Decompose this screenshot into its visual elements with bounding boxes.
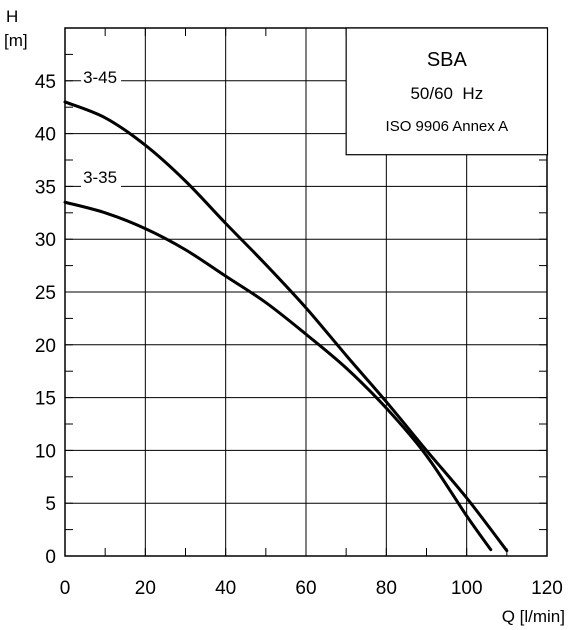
legend-standard: ISO 9906 Annex A — [386, 118, 509, 135]
legend-frequency: 50/60 Hz — [410, 84, 483, 103]
legend-rect — [345, 27, 549, 156]
x-tick-label: 100 — [451, 578, 483, 599]
x-axis-title: Q [l/min] — [502, 607, 565, 626]
x-tick-label: 60 — [295, 578, 316, 599]
tick-labels: 0 20 40 60 80 100 120 0 5 10 15 20 25 30 35 40 45 — [35, 72, 563, 599]
series-label-bg — [81, 67, 122, 87]
x-tick-label: 0 — [60, 578, 71, 599]
series: 3-45 3-35 — [63, 67, 509, 553]
y-tick-label: 10 — [35, 441, 56, 462]
y-tick-label: 20 — [35, 336, 56, 357]
series-label-3-45: 3-45 — [83, 68, 117, 87]
x-tick-label: 120 — [531, 578, 563, 599]
plot-frame — [64, 27, 548, 557]
series-line-3-45 — [63, 100, 509, 553]
legend-box: SBA 50/60 Hz ISO 9906 Annex A — [345, 27, 549, 156]
y-axis-title: H — [6, 7, 18, 26]
y-axis-unit: [m] — [4, 31, 28, 50]
y-tick-label: 45 — [35, 72, 56, 93]
series-label-bg — [81, 168, 122, 188]
y-tick-label: 15 — [35, 389, 56, 410]
y-tick-label: 35 — [35, 177, 56, 198]
x-tick-label: 80 — [376, 578, 397, 599]
y-tick-label: 40 — [35, 125, 56, 146]
x-tick-label: 20 — [135, 578, 156, 599]
series-label-3-35: 3-35 — [83, 168, 117, 187]
y-tick-label: 0 — [45, 547, 56, 568]
x-tick-label: 40 — [215, 578, 236, 599]
legend-title: SBA — [427, 49, 468, 71]
y-tick-label: 5 — [45, 494, 56, 515]
series-line-3-35 — [63, 200, 493, 552]
y-tick-label: 30 — [35, 230, 56, 251]
y-tick-label: 25 — [35, 283, 56, 304]
